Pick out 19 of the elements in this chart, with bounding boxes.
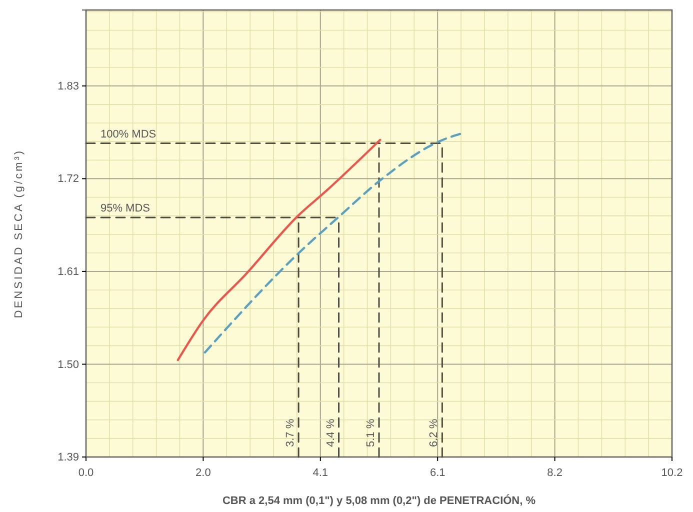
y-tick-label: 1.39 [58, 452, 79, 464]
y-tick-label: 1.61 [58, 266, 79, 278]
x-tick-label: 10.2 [661, 467, 683, 480]
annotation: 6.2 % [428, 418, 440, 447]
annotation: 5.1 % [365, 418, 377, 447]
y-tick-label: 1.72 [58, 173, 79, 186]
annotation: 100% MDS [100, 128, 156, 140]
y-tick-label: 1.83 [58, 80, 79, 92]
x-tick-label: 6.1 [430, 467, 446, 480]
x-tick-label: 8.2 [547, 467, 562, 480]
annotation: 3.7 % [284, 418, 297, 447]
x-tick-label: 0.0 [78, 467, 94, 480]
annotation: 4.4 % [324, 418, 337, 447]
y-tick-label: 1.50 [58, 358, 79, 371]
x-tick-label: 2.0 [196, 467, 211, 480]
annotation: 95% MDS [100, 202, 150, 214]
x-axis-title: CBR a 2,54 mm (0,1") y 5,08 mm (0,2") de PENETRACIÓN, % [222, 494, 536, 507]
x-tick-label: 4.1 [312, 467, 328, 480]
y-axis-title: DENSIDAD SECA (g/cm³) [13, 148, 25, 318]
